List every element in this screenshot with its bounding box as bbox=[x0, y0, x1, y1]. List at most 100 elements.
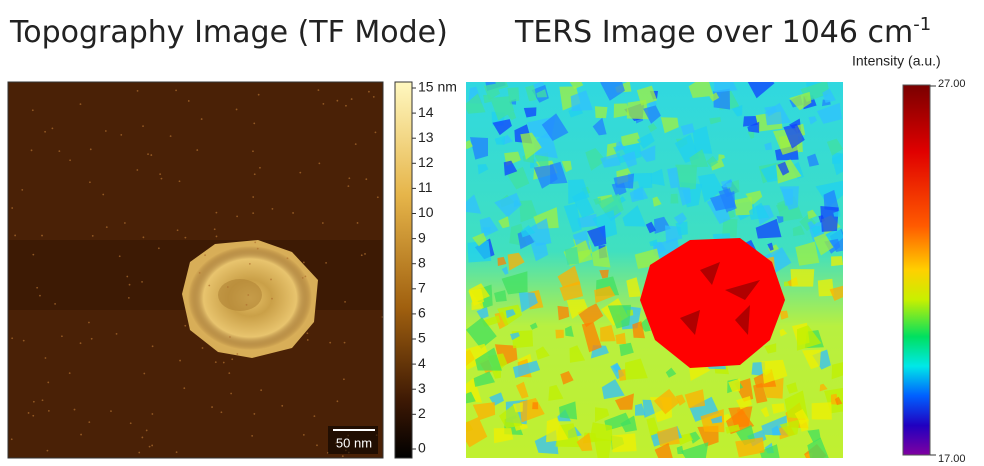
texture-dot bbox=[146, 430, 148, 432]
texture-dot bbox=[313, 415, 315, 417]
texture-dot bbox=[128, 297, 130, 299]
texture-dot bbox=[184, 325, 186, 327]
texture-dot bbox=[287, 257, 289, 259]
texture-dot bbox=[254, 241, 256, 243]
texture-dot bbox=[120, 134, 122, 136]
texture-dot bbox=[36, 287, 38, 289]
texture-patch bbox=[555, 330, 564, 339]
scale-bar-label: 50 nm bbox=[336, 435, 372, 450]
texture-dot bbox=[253, 122, 255, 124]
texture-dot bbox=[281, 405, 283, 407]
texture-dot bbox=[80, 342, 82, 344]
texture-dot bbox=[260, 389, 262, 391]
texture-dot bbox=[28, 412, 30, 414]
texture-dot bbox=[246, 304, 248, 306]
texture-dot bbox=[272, 208, 274, 210]
texture-dot bbox=[316, 444, 318, 446]
colorbar-min: 17.00 bbox=[938, 453, 966, 465]
texture-patch bbox=[831, 256, 843, 266]
topography-image bbox=[8, 82, 383, 458]
texture-dot bbox=[214, 228, 216, 230]
texture-dot bbox=[231, 358, 233, 360]
texture-dot bbox=[151, 413, 153, 415]
texture-dot bbox=[252, 196, 254, 198]
right-title-superscript: -1 bbox=[913, 14, 931, 35]
colorbar-label: 0 bbox=[418, 440, 426, 456]
texture-dot bbox=[47, 450, 49, 452]
colorbar-label: 13 bbox=[418, 129, 434, 145]
texture-dot bbox=[110, 410, 112, 412]
texture-dot bbox=[322, 103, 324, 105]
texture-dot bbox=[368, 91, 370, 93]
texture-dot bbox=[325, 262, 327, 264]
texture-dot bbox=[126, 276, 128, 278]
texture-dot bbox=[211, 406, 213, 408]
texture-dot bbox=[347, 185, 349, 187]
texture-dot bbox=[31, 149, 33, 151]
texture-dot bbox=[336, 400, 338, 402]
texture-dot bbox=[257, 248, 259, 250]
texture-dot bbox=[39, 295, 41, 297]
left-title: Topography Image (TF Mode) bbox=[9, 15, 448, 50]
texture-dot bbox=[89, 181, 91, 183]
texture-dot bbox=[32, 415, 34, 417]
texture-dot bbox=[143, 373, 145, 375]
texture-dot bbox=[252, 212, 254, 214]
texture-dot bbox=[303, 262, 305, 264]
texture-dot bbox=[336, 100, 338, 102]
texture-dot bbox=[188, 100, 190, 102]
texture-dot bbox=[196, 149, 198, 151]
texture-dot bbox=[183, 387, 185, 389]
texture-dot bbox=[42, 399, 44, 401]
texture-dot bbox=[307, 339, 309, 341]
texture-dot bbox=[61, 335, 63, 337]
texture-dot bbox=[69, 159, 71, 161]
texture-patch bbox=[671, 194, 679, 204]
texture-dot bbox=[150, 154, 152, 156]
colorbar-title: Intensity (a.u.) bbox=[852, 53, 941, 69]
texture-dot bbox=[32, 254, 34, 256]
texture-dot bbox=[124, 222, 126, 224]
texture-dot bbox=[102, 194, 104, 196]
texture-dot bbox=[373, 96, 375, 98]
colorbar-label: 14 bbox=[418, 104, 434, 120]
texture-dot bbox=[58, 150, 60, 152]
texture-dot bbox=[329, 342, 331, 344]
colorbar-label: 11 bbox=[418, 179, 433, 195]
texture-dot bbox=[348, 177, 350, 179]
texture-dot bbox=[130, 422, 132, 424]
texture-dot bbox=[201, 118, 203, 120]
texture-dot bbox=[318, 162, 320, 164]
texture-dot bbox=[199, 272, 201, 274]
texture-dot bbox=[236, 216, 238, 218]
texture-dot bbox=[365, 178, 367, 180]
texture-dot bbox=[161, 178, 163, 180]
texture-dot bbox=[136, 169, 138, 171]
texture-dot bbox=[377, 196, 379, 198]
texture-patch bbox=[512, 330, 533, 348]
texture-dot bbox=[306, 332, 308, 334]
texture-dot bbox=[44, 131, 46, 133]
texture-dot bbox=[202, 347, 204, 349]
texture-dot bbox=[129, 284, 131, 286]
texture-dot bbox=[208, 285, 210, 287]
texture-dot bbox=[302, 277, 304, 279]
texture-patch bbox=[532, 402, 538, 409]
texture-dot bbox=[177, 229, 179, 231]
texture-patch bbox=[714, 70, 737, 93]
right-title-text: TERS Image over 1046 cm bbox=[514, 15, 913, 50]
texture-dot bbox=[21, 189, 23, 191]
texture-dot bbox=[143, 236, 145, 238]
texture-dot bbox=[170, 135, 172, 137]
texture-dot bbox=[69, 372, 71, 374]
texture-dot bbox=[137, 90, 139, 92]
texture-dot bbox=[220, 411, 222, 413]
texture-dot bbox=[80, 434, 82, 436]
texture-dot bbox=[119, 255, 121, 257]
colorbar-label: 7 bbox=[418, 280, 426, 296]
texture-dot bbox=[11, 337, 13, 339]
texture-dot bbox=[88, 421, 90, 423]
right-title: TERS Image over 1046 cm-1 bbox=[514, 14, 931, 50]
texture-dot bbox=[141, 281, 143, 283]
texture-dot bbox=[92, 235, 94, 237]
